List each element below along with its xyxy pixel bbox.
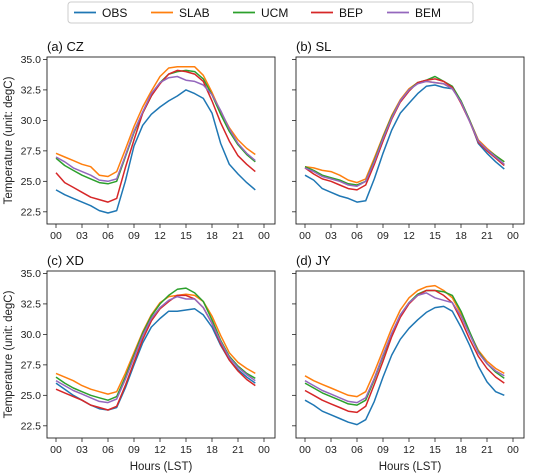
series-line-obs bbox=[305, 306, 504, 424]
panel-sl: 00 03 06 09 12 15 18 21 00 (b) SL bbox=[292, 39, 524, 242]
panel-xd: 00 03 06 09 12 15 18 21 00 22.5 25.0 27.5 30.0 32.5 35… bbox=[3, 253, 275, 473]
x-tick-label: 00 bbox=[50, 444, 62, 456]
x-tick-label: 21 bbox=[232, 230, 244, 242]
x-tick-label: 21 bbox=[481, 230, 493, 242]
x-tick-label: 18 bbox=[455, 444, 467, 456]
x-tick-label: 09 bbox=[377, 444, 389, 456]
x-tick-label: 15 bbox=[429, 444, 441, 456]
y-tick-label: 27.5 bbox=[21, 359, 42, 371]
series-line-obs bbox=[305, 85, 504, 202]
x-tick-label: 15 bbox=[180, 230, 192, 242]
x-tick-label: 09 bbox=[128, 444, 140, 456]
x-tick-label: 03 bbox=[76, 230, 88, 242]
panel-title: (a) CZ bbox=[47, 39, 84, 54]
panel-jy: 00 03 06 09 12 15 18 21 00 (d) JY Hours (LST) bbox=[292, 253, 524, 473]
x-tick-label: 18 bbox=[455, 230, 467, 242]
y-tick-label: 32.5 bbox=[21, 298, 42, 310]
x-tick-label: 00 bbox=[299, 444, 311, 456]
legend-label-ucm: UCM bbox=[261, 6, 288, 20]
x-tick-label: 03 bbox=[76, 444, 88, 456]
x-tick-label: 09 bbox=[128, 230, 140, 242]
x-tick-label: 21 bbox=[232, 444, 244, 456]
x-tick-label: 06 bbox=[351, 444, 363, 456]
x-tick-label: 18 bbox=[206, 444, 218, 456]
legend-label-bem: BEM bbox=[415, 6, 441, 20]
x-tick-label: 06 bbox=[102, 444, 114, 456]
x-tick-label: 00 bbox=[507, 230, 519, 242]
x-axis-label: Hours (LST) bbox=[379, 461, 442, 473]
x-tick-label: 12 bbox=[154, 230, 166, 242]
y-axis-label: Temperature (unit: degC) bbox=[3, 290, 15, 418]
axes-frame bbox=[47, 271, 275, 438]
y-tick-label: 22.5 bbox=[21, 420, 42, 432]
x-tick-label: 09 bbox=[377, 230, 389, 242]
x-tick-label: 12 bbox=[403, 230, 415, 242]
legend-label-slab: SLAB bbox=[179, 6, 210, 20]
x-tick-label: 18 bbox=[206, 230, 218, 242]
panel-cz: 00 03 06 09 12 15 18 21 00 22.5 25.0 27.5 30.0 32.5 35… bbox=[3, 39, 275, 242]
series-line-obs bbox=[56, 309, 255, 410]
y-tick-label: 35.0 bbox=[21, 54, 42, 66]
x-tick-label: 06 bbox=[102, 230, 114, 242]
y-tick-label: 22.5 bbox=[21, 206, 42, 218]
x-tick-label: 00 bbox=[507, 444, 519, 456]
y-tick-label: 35.0 bbox=[21, 268, 42, 280]
x-tick-label: 21 bbox=[481, 444, 493, 456]
x-tick-label: 15 bbox=[180, 444, 192, 456]
x-tick-label: 00 bbox=[50, 230, 62, 242]
y-tick-label: 32.5 bbox=[21, 84, 42, 96]
y-tick-label: 30.0 bbox=[21, 115, 42, 127]
x-axis-label: Hours (LST) bbox=[130, 461, 193, 473]
y-tick-label: 30.0 bbox=[21, 329, 42, 341]
y-axis-label: Temperature (unit: degC) bbox=[3, 76, 15, 204]
x-tick-label: 12 bbox=[154, 444, 166, 456]
x-tick-label: 12 bbox=[403, 444, 415, 456]
panel-title: (b) SL bbox=[296, 39, 331, 54]
x-tick-label: 00 bbox=[258, 444, 270, 456]
y-tick-label: 25.0 bbox=[21, 390, 42, 402]
y-tick-label: 27.5 bbox=[21, 145, 42, 157]
x-tick-label: 03 bbox=[325, 444, 337, 456]
x-tick-label: 00 bbox=[258, 230, 270, 242]
panel-title: (c) XD bbox=[47, 253, 84, 268]
series-line-bep bbox=[56, 70, 255, 202]
panel-title: (d) JY bbox=[296, 253, 331, 268]
legend-label-bep: BEP bbox=[339, 6, 363, 20]
x-tick-label: 06 bbox=[351, 230, 363, 242]
x-tick-label: 00 bbox=[299, 230, 311, 242]
legend-label-obs: OBS bbox=[102, 6, 127, 20]
y-tick-label: 25.0 bbox=[21, 176, 42, 188]
x-tick-label: 15 bbox=[429, 230, 441, 242]
axes-frame bbox=[296, 57, 524, 224]
legend: OBS SLAB UCM BEP BEM bbox=[68, 2, 473, 23]
x-tick-label: 03 bbox=[325, 230, 337, 242]
